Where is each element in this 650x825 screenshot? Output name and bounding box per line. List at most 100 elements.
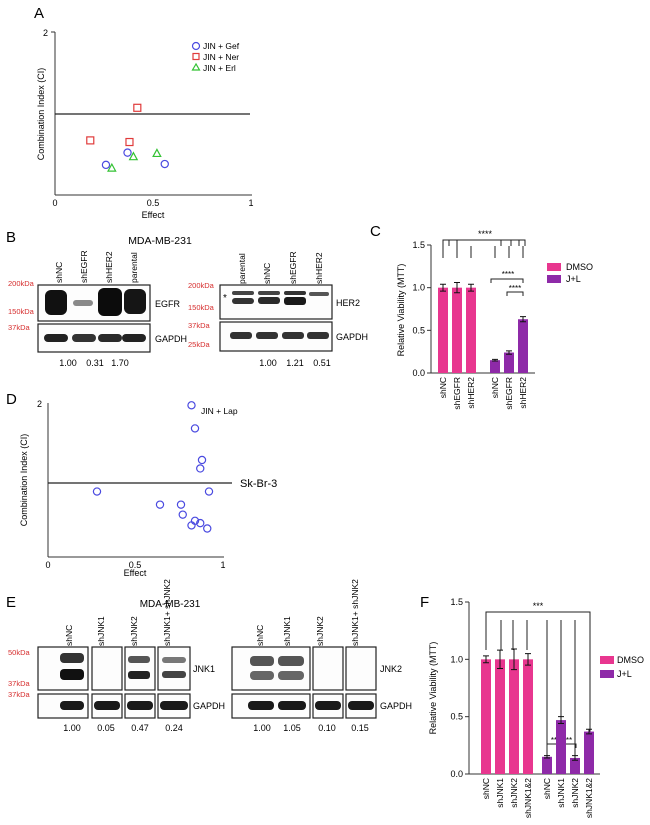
d-point-s0-2: [197, 455, 207, 465]
e-left-value-4: 0.24: [165, 723, 183, 733]
c-annotation-top: ****: [478, 229, 493, 239]
a-x-tick-05: 0.5: [147, 198, 160, 208]
f-errorbar-1-3: [586, 728, 592, 735]
d-y-axis-label: Combination Index (CI): [19, 434, 29, 527]
b-right-blot: parental shNC shEGFR shHER2 200kDa 150kD…: [188, 251, 368, 368]
a-point-s1-1: [125, 137, 134, 147]
d-cell-line-label: Sk-Br-3: [240, 478, 277, 490]
f-y-axis-label: Relative Viability (MTT): [428, 642, 438, 735]
c-errorbar-1-0: [492, 358, 498, 362]
f-legend-jl-label: J+L: [617, 669, 632, 679]
b-right-marker-200: 200kDa: [188, 281, 215, 290]
b-left-egfr-label: EGFR: [155, 299, 181, 309]
f-errorbar-0-2: [511, 648, 517, 671]
b-left-value-2: 0.31: [86, 358, 104, 368]
b-left-lane-4: parental: [129, 252, 139, 283]
f-bar-jl-2: [570, 757, 580, 774]
f-y-tick-0: 0.0: [450, 769, 463, 779]
a-y-axis-label: Combination Index (CI): [36, 68, 46, 161]
b-right-gapdh-label: GAPDH: [336, 332, 368, 342]
b-left-lane-3: shHER2: [104, 251, 114, 283]
panel-a-chart: 2 0 0.5 1 Effect Combination Index (CI) …: [36, 28, 254, 220]
panel-label-b: B: [6, 229, 16, 246]
e-left-marker-37b: 37kDa: [8, 690, 31, 699]
f-y-tick-2: 1.0: [450, 654, 463, 664]
b-right-lane-2: shNC: [262, 263, 272, 284]
c-legend-dmso-label: DMSO: [566, 262, 593, 272]
b-right-value-3: 0.51: [313, 358, 331, 368]
e-right-blot: shNC shJNK1 shJNK2 shJNK1+ shJNK2 JNK2 G…: [231, 579, 412, 733]
b-left-marker-150: 150kDa: [8, 307, 35, 316]
e-right-lane-3: shJNK2: [315, 616, 325, 646]
f-bar-jl-3: [584, 731, 594, 774]
d-point-s0-5: [204, 487, 214, 496]
e-left-blot: shNC shJNK1 shJNK2 shJNK1+ shJNK2 50kDa …: [8, 579, 225, 733]
panel-label-f: F: [420, 594, 429, 611]
legend-ner-marker: [192, 52, 200, 61]
b-left-value-3: 1.70: [111, 358, 129, 368]
c-annotation-low: ****: [509, 284, 521, 293]
c-errorbar-1-2: [520, 316, 526, 323]
c-legend-jl-label: J+L: [566, 274, 581, 284]
a-point-s1-2: [133, 103, 142, 112]
legend-ner-label: JIN + Ner: [203, 52, 239, 62]
a-point-s0-2: [160, 159, 169, 169]
f-legend-jl-swatch: [600, 670, 614, 678]
d-legend-label: JIN + Lap: [201, 406, 238, 416]
e-left-value-1: 1.00: [63, 723, 81, 733]
c-x-tick-1: shEGFR: [452, 377, 462, 410]
e-left-lane-3: shJNK2: [129, 616, 139, 646]
e-right-value-2: 1.05: [283, 723, 301, 733]
c-y-tick-3: 1.5: [412, 240, 425, 250]
f-x-tick-7: shJNK1&2: [584, 778, 594, 818]
f-errorbar-0-1: [497, 649, 503, 670]
f-x-tick-5: shJNK1: [556, 778, 566, 808]
c-errorbar-0-0: [440, 283, 446, 292]
f-y-tick-3: 1.5: [450, 597, 463, 607]
d-point-s0-6: [155, 500, 165, 509]
e-cell-line-title: MDA-MB-231: [140, 599, 201, 610]
f-bar-jl-0: [542, 756, 552, 774]
e-left-lane-2: shJNK1: [96, 616, 106, 646]
c-y-tick-2: 1.0: [412, 283, 425, 293]
f-annotation-top: ***: [533, 601, 544, 611]
a-point-s2-0: [107, 162, 117, 172]
e-left-jnk1-label: JNK1: [193, 664, 215, 674]
c-x-tick-5: shHER2: [518, 377, 528, 409]
f-legend-dmso-label: DMSO: [617, 655, 644, 665]
b-left-lane-2: shEGFR: [79, 250, 89, 283]
a-y-tick-2: 2: [43, 28, 48, 38]
b-right-value-1: 1.00: [259, 358, 277, 368]
c-bar-jl-2: [518, 319, 528, 373]
c-x-tick-3: shNC: [490, 377, 500, 398]
b-right-marker-150: 150kDa: [188, 303, 215, 312]
e-right-value-3: 0.10: [318, 723, 336, 733]
f-errorbar-0-0: [483, 655, 489, 664]
a-point-s2-2: [152, 148, 162, 158]
a-x-tick-0: 0: [52, 198, 57, 208]
e-right-lane-4: shJNK1+ shJNK2: [350, 579, 360, 646]
f-errorbar-1-0: [544, 755, 550, 759]
b-left-marker-37: 37kDa: [8, 323, 31, 332]
panel-d-chart: 2 0 0.5 1 Effect Combination Index (CI) …: [19, 399, 277, 578]
f-bar-jl-1: [556, 720, 566, 774]
f-bar-dmso-3: [523, 659, 533, 774]
f-annotation-left: **: [551, 736, 557, 745]
f-x-tick-0: shNC: [481, 778, 491, 799]
b-left-lane-1: shNC: [54, 262, 64, 283]
b-right-value-2: 1.21: [286, 358, 304, 368]
c-bar-jl-0: [490, 360, 500, 373]
f-errorbar-1-1: [558, 716, 564, 725]
panel-c-chart: Relative Viability (MTT) DMSO J+L **** *…: [396, 229, 593, 410]
f-bar-dmso-1: [495, 659, 505, 774]
c-errorbar-0-1: [454, 282, 460, 294]
f-y-tick-1: 0.5: [450, 712, 463, 722]
b-left-value-1: 1.00: [59, 358, 77, 368]
d-x-tick-0: 0: [45, 560, 50, 570]
b-left-blot: shNC shEGFR shHER2 parental 200kDa 150kD…: [8, 250, 187, 368]
e-right-value-4: 0.15: [351, 723, 369, 733]
c-bar-dmso-2: [466, 287, 476, 373]
c-annotation-mid: ****: [502, 270, 514, 279]
e-left-lane-1: shNC: [64, 625, 74, 646]
d-y-tick-2: 2: [37, 399, 42, 409]
